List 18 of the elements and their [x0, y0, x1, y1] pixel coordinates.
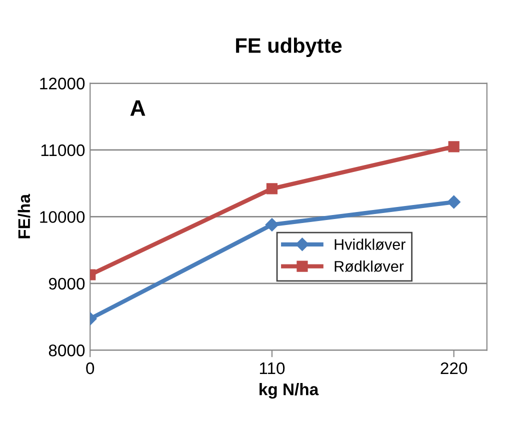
y-tick-label: 12000 — [40, 78, 85, 90]
point — [265, 218, 279, 232]
point — [447, 195, 460, 209]
x-tick-label: 0 — [86, 362, 94, 374]
y-tick-label: 8000 — [48, 344, 85, 356]
point — [448, 141, 460, 152]
chart-title: FE udbytte — [236, 38, 342, 58]
x-tick-label: 220 — [440, 362, 468, 374]
legend-label: Hvidkløver — [334, 238, 406, 250]
legend-label: Rødkløver — [334, 260, 404, 272]
annotation: A — [130, 100, 146, 116]
x-tick-label: 110 — [260, 362, 285, 374]
y-axis-title: FE/ha — [18, 194, 30, 238]
x-axis-title: kg N/ha — [260, 383, 319, 399]
point — [266, 183, 278, 194]
y-tick-label: 10000 — [40, 211, 85, 223]
y-tick-label: 9000 — [48, 278, 85, 290]
y-tick-label: 11000 — [41, 144, 85, 156]
